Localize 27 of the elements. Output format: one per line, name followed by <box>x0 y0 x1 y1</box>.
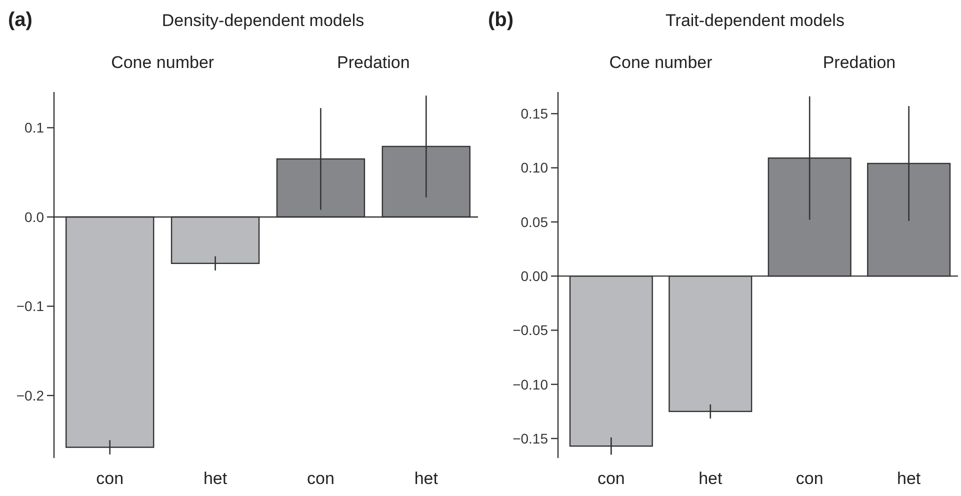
text: Cone number <box>111 53 214 72</box>
y-tick-label: 0.15 <box>520 106 548 122</box>
y-tick-label: −0.10 <box>512 376 548 392</box>
x-tick-label: het <box>414 469 438 488</box>
y-tick-label: −0.15 <box>512 430 548 446</box>
chart-title: (a) <box>8 9 32 31</box>
y-tick-label: 0.00 <box>520 268 548 284</box>
chart-subtitle: Trait-dependent models <box>666 11 844 30</box>
x-tick-label: con <box>796 469 824 488</box>
chart-title: (b) <box>488 9 514 31</box>
y-tick-label: 0.10 <box>520 160 548 176</box>
y-tick-label: −0.1 <box>16 298 44 314</box>
x-tick-label: het <box>897 469 921 488</box>
x-tick-label: con <box>96 469 124 488</box>
x-tick-label: het <box>698 469 722 488</box>
y-tick-label: 0.0 <box>24 208 44 225</box>
text: Predation <box>822 53 896 72</box>
x-tick-label: con <box>597 469 625 488</box>
text: Cone number <box>609 53 713 72</box>
y-tick-label: 0.1 <box>24 120 44 136</box>
y-tick-label: −0.05 <box>512 322 548 338</box>
text: Predation <box>337 53 410 72</box>
x-tick-label: con <box>307 469 334 488</box>
x-tick-label: het <box>203 469 228 488</box>
y-tick-label: −0.2 <box>16 387 44 404</box>
y-tick-label: 0.05 <box>520 214 548 230</box>
chart-subtitle: Density-dependent models <box>162 11 364 30</box>
